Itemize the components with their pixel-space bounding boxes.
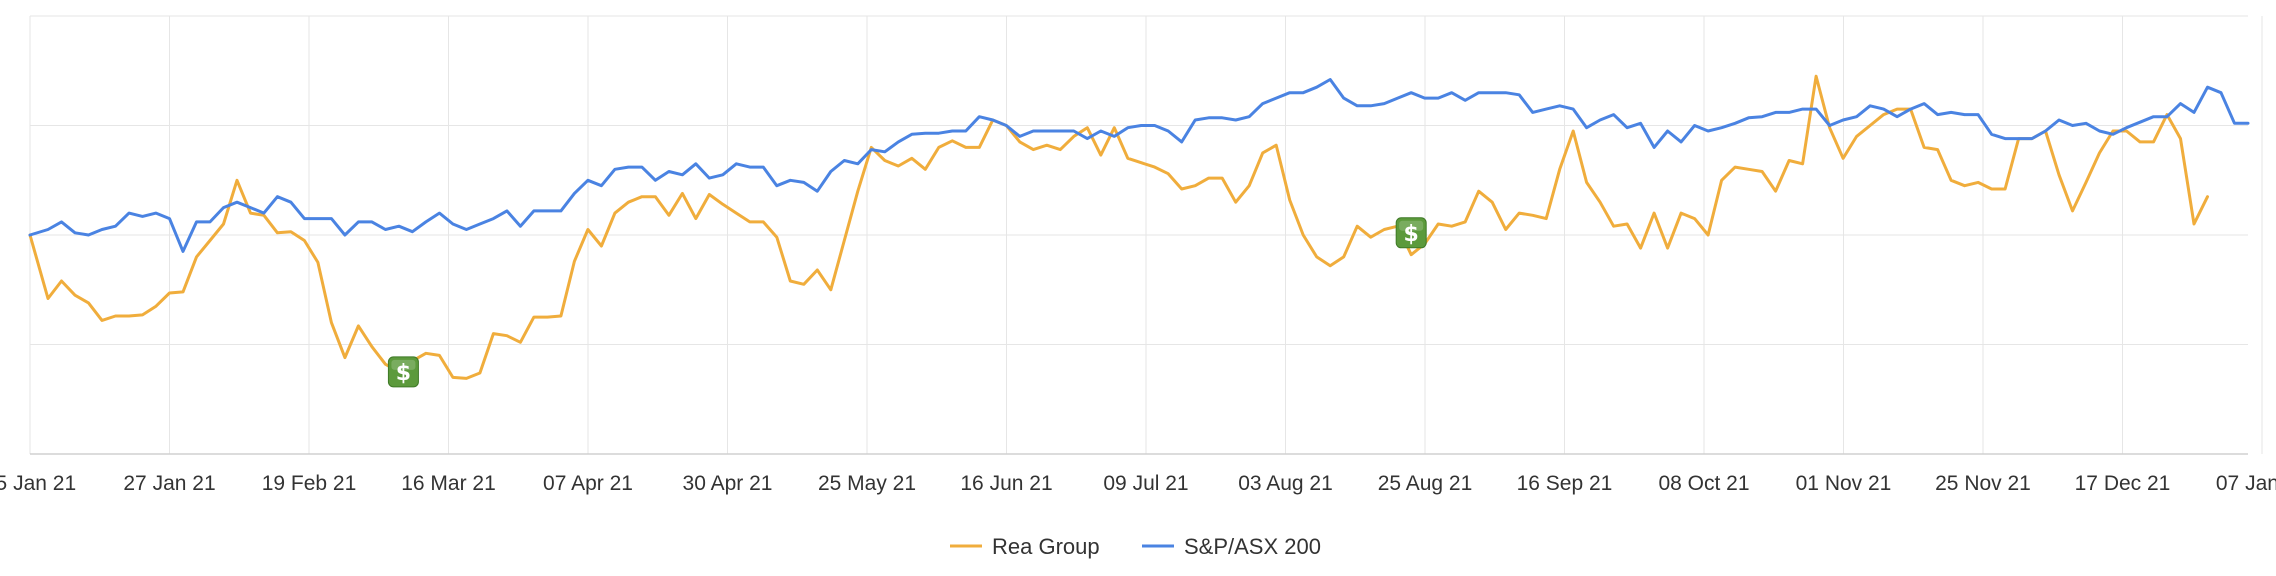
x-tick-label: 01 Nov 21: [1796, 472, 1892, 495]
x-tick-label: 16 Mar 21: [401, 472, 496, 495]
dollar-marker-icon[interactable]: $: [1395, 217, 1427, 249]
x-tick-label: 16 Jun 21: [960, 472, 1052, 495]
x-tick-label: 27 Jan 21: [123, 472, 215, 495]
x-tick-label: 25 Nov 21: [1935, 472, 2031, 495]
x-tick-label: 09 Jul 21: [1103, 472, 1188, 495]
dollar-marker-symbol: $: [396, 361, 411, 386]
x-tick-label: 03 Aug 21: [1238, 472, 1333, 495]
x-tick-label: 16 Sep 21: [1517, 472, 1613, 495]
legend-label: Rea Group: [992, 534, 1100, 559]
dollar-marker-shine: [391, 359, 416, 370]
series-lines: [28, 74, 2250, 380]
x-tick-labels: 05 Jan 21 27 Jan 21 19 Feb 21 16 Mar 21 07 A…: [0, 472, 2276, 495]
x-tick-label: 05 Jan 21: [0, 472, 76, 495]
legend-item-0[interactable]: Rea Group: [950, 534, 1100, 559]
event-markers[interactable]: $$: [387, 217, 1427, 388]
x-tick-label: 25 May 21: [818, 472, 916, 495]
legend-item-1[interactable]: S&P/ASX 200: [1142, 534, 1321, 559]
series-line-1: [28, 78, 2250, 253]
x-tick-label: 07 Apr 21: [543, 472, 633, 495]
x-tick-label: 08 Oct 21: [1658, 472, 1749, 495]
dollar-marker-symbol: $: [1404, 222, 1419, 247]
dollar-marker-box: [1395, 217, 1427, 249]
vertical-gridlines: [29, 16, 2263, 454]
dollar-marker-icon[interactable]: $: [387, 356, 419, 388]
x-tick-label: 17 Dec 21: [2075, 472, 2171, 495]
series-line-0: [28, 74, 2209, 380]
dollar-marker-box: [387, 356, 419, 388]
x-tick-label: 25 Aug 21: [1378, 472, 1473, 495]
legend-label: S&P/ASX 200: [1184, 534, 1321, 559]
dollar-marker-shine: [1399, 220, 1424, 231]
horizontal-gridlines: [30, 15, 2248, 345]
x-tick-label: 30 Apr 21: [683, 472, 773, 495]
x-tick-label: 19 Feb 21: [262, 472, 357, 495]
legend[interactable]: Rea Group S&P/ASX 200: [950, 534, 1321, 559]
x-tick-label: 07 Jan 22: [2216, 472, 2276, 495]
